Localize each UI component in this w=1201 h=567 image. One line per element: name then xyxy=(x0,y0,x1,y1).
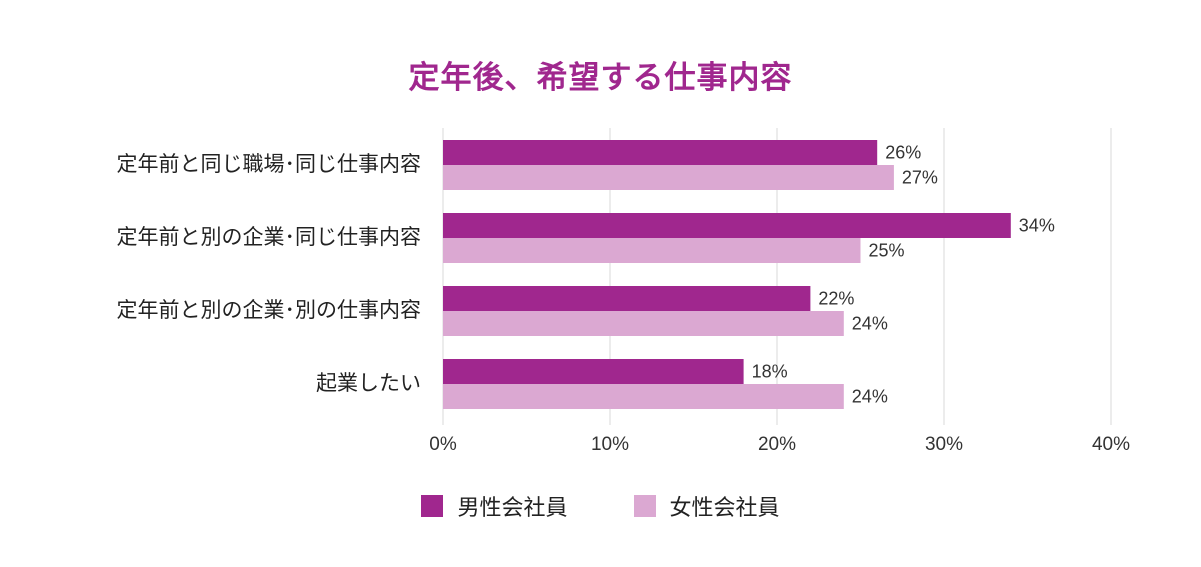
value-label: 25% xyxy=(869,241,905,261)
legend-label-male: 男性会社員 xyxy=(457,496,568,521)
legend: 男性会社員 女性会社員 xyxy=(0,490,1201,522)
bar-female xyxy=(443,165,894,190)
x-tick-label: 20% xyxy=(758,434,796,455)
x-tick-label: 10% xyxy=(591,434,629,455)
bar-male xyxy=(443,359,744,384)
value-label: 34% xyxy=(1019,216,1055,236)
value-label: 26% xyxy=(885,143,921,163)
bars xyxy=(443,140,1011,409)
bar-chart: 0% 10% 20% 30% 40% 定年前と同じ職場･同じ仕事内容定年前と別の企業･同じ… xyxy=(117,128,1131,456)
category-label: 起業したい xyxy=(316,371,421,395)
legend-label-female: 女性会社員 xyxy=(669,496,780,521)
x-tick-label: 0% xyxy=(429,434,457,455)
chart-title: 定年後、希望する仕事内容 xyxy=(408,60,793,96)
category-label: 定年前と別の企業･別の仕事内容 xyxy=(117,298,422,322)
x-tick-label: 30% xyxy=(925,434,963,455)
legend-item-female: 女性会社員 xyxy=(633,490,780,522)
value-label: 22% xyxy=(818,289,854,309)
legend-swatch-male xyxy=(421,495,444,517)
bar-male xyxy=(443,213,1011,238)
x-tick-label: 40% xyxy=(1092,434,1130,455)
value-label: 24% xyxy=(852,314,888,334)
bar-female xyxy=(443,238,861,263)
labels: 0% 10% 20% 30% 40% 定年前と同じ職場･同じ仕事内容定年前と別の企業･同じ… xyxy=(117,143,1131,456)
legend-swatch-female xyxy=(633,495,656,517)
bar-female xyxy=(443,384,844,409)
bar-male xyxy=(443,286,811,311)
legend-item-male: 男性会社員 xyxy=(421,490,568,522)
value-label: 24% xyxy=(852,387,888,407)
value-label: 27% xyxy=(902,168,938,188)
bar-male xyxy=(443,140,878,165)
category-label: 定年前と別の企業･同じ仕事内容 xyxy=(117,225,422,249)
value-label: 18% xyxy=(752,362,788,382)
category-label: 定年前と同じ職場･同じ仕事内容 xyxy=(117,152,422,176)
bar-female xyxy=(443,311,844,336)
